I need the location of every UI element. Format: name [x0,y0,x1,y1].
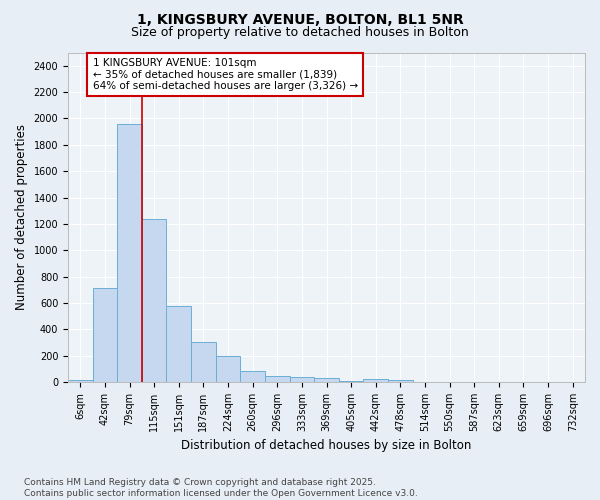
Text: Contains HM Land Registry data © Crown copyright and database right 2025.
Contai: Contains HM Land Registry data © Crown c… [24,478,418,498]
Text: 1 KINGSBURY AVENUE: 101sqm
← 35% of detached houses are smaller (1,839)
64% of s: 1 KINGSBURY AVENUE: 101sqm ← 35% of deta… [92,58,358,91]
Bar [216,356,241,382]
Bar [265,376,290,382]
Bar [241,371,265,382]
Bar [388,380,413,382]
Bar [290,378,314,382]
Bar [364,380,388,382]
Bar [92,288,117,382]
Bar [142,220,166,382]
Text: Size of property relative to detached houses in Bolton: Size of property relative to detached ho… [131,26,469,39]
X-axis label: Distribution of detached houses by size in Bolton: Distribution of detached houses by size … [181,440,472,452]
Bar [117,124,142,382]
Bar [191,342,216,382]
Text: 1, KINGSBURY AVENUE, BOLTON, BL1 5NR: 1, KINGSBURY AVENUE, BOLTON, BL1 5NR [137,12,463,26]
Bar [166,306,191,382]
Y-axis label: Number of detached properties: Number of detached properties [15,124,28,310]
Bar [314,378,339,382]
Bar [68,380,92,382]
